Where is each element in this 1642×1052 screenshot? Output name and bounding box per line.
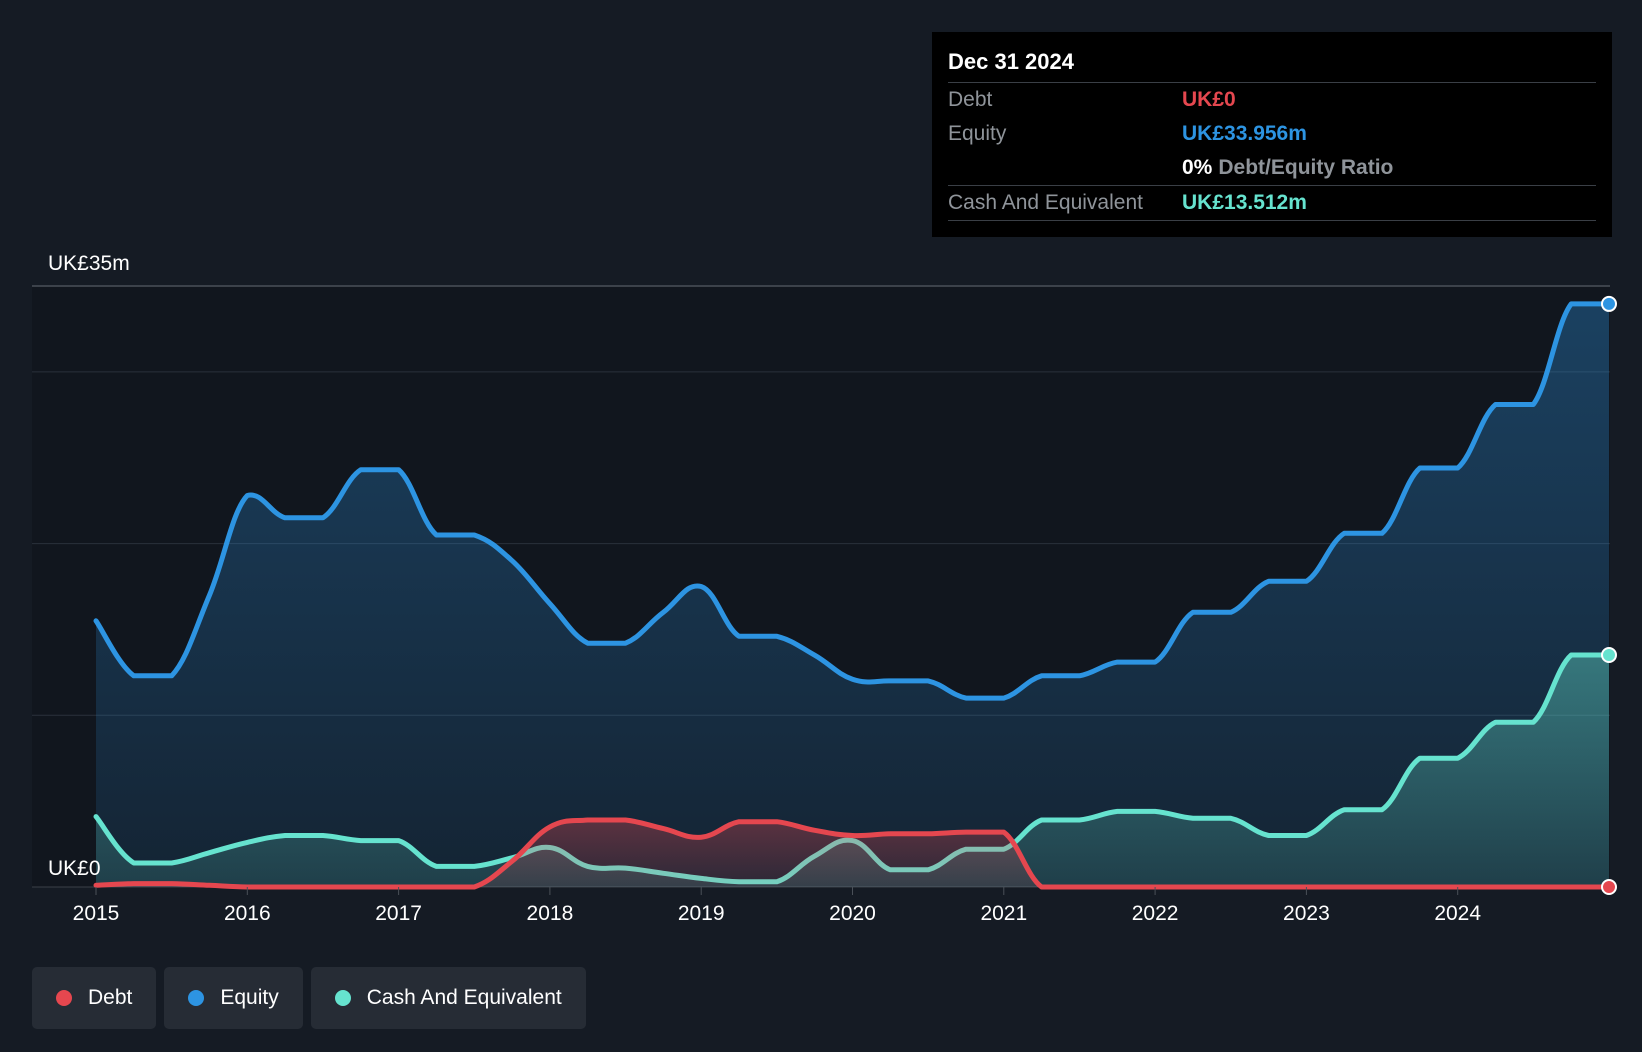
tooltip-debt-value: UK£0: [1182, 88, 1236, 111]
end-marker-cash: [1601, 646, 1617, 663]
area-debt: [96, 820, 1609, 887]
legend-label-debt: Debt: [88, 986, 133, 1009]
cash-dot-icon: [334, 990, 351, 1006]
tooltip-row-debt: Debt UK£0: [948, 83, 1596, 117]
end-markers: [1601, 295, 1617, 895]
y-axis-top-label: UK£35m: [48, 252, 130, 275]
tooltip-ratio-label: [948, 151, 1182, 185]
x-tick-label-2020: 2020: [829, 902, 876, 925]
y-axis-bottom-label: UK£0: [48, 857, 101, 880]
area-equity: [96, 303, 1609, 887]
tooltip-row-cash: Cash And Equivalent UK£13.512m: [948, 186, 1596, 221]
tooltip-cash-label: Cash And Equivalent: [948, 191, 1143, 214]
x-axis-ticks: 2015 2016 2017 2018 2019 2020 2021 2022 2023 2024: [73, 887, 1481, 925]
area-cash: [96, 655, 1609, 887]
legend-item-debt[interactable]: Debt: [32, 967, 157, 1029]
chart-legend: Debt Equity Cash And Equivalent: [32, 967, 586, 1029]
equity-dot-icon: [188, 990, 205, 1006]
x-tick-label-2017: 2017: [375, 902, 422, 925]
debt-dot-icon: [56, 990, 72, 1006]
hover-tooltip: Dec 31 2024 Debt UK£0 Equity UK£33.956m …: [932, 32, 1612, 237]
tooltip-debt-label: Debt: [948, 88, 993, 111]
tooltip-row-equity: Equity UK£33.956m: [948, 117, 1596, 151]
legend-label-cash: Cash And Equivalent: [366, 986, 562, 1009]
tooltip-equity-value: UK£33.956m: [1182, 122, 1307, 145]
x-tick-label-2024: 2024: [1434, 902, 1481, 925]
series-layer: [93, 301, 1612, 890]
x-tick-label-2021: 2021: [980, 902, 1027, 925]
x-tick-label-2023: 2023: [1283, 902, 1330, 925]
x-tick-label-2016: 2016: [224, 902, 271, 925]
tooltip-equity-label: Equity: [948, 122, 1007, 145]
line-debt: [93, 817, 1612, 890]
tooltip-date: Dec 31 2024: [948, 46, 1596, 83]
x-tick-label-2022: 2022: [1132, 902, 1179, 925]
legend-item-equity[interactable]: Equity: [164, 967, 303, 1029]
x-tick-label-2015: 2015: [73, 902, 120, 925]
tooltip-ratio-suffix: Debt/Equity Ratio: [1218, 156, 1394, 179]
tooltip-cash-value: UK£13.512m: [1182, 191, 1307, 214]
x-tick-label-2019: 2019: [678, 902, 725, 925]
end-marker-equity: [1601, 295, 1617, 312]
tooltip-ratio-value: 0%: [1182, 156, 1213, 179]
line-equity: [93, 301, 1612, 701]
tooltip-row-ratio: 0% Debt/Equity Ratio: [948, 151, 1596, 186]
end-marker-debt: [1601, 879, 1617, 895]
legend-label-equity: Equity: [220, 986, 279, 1009]
legend-item-cash[interactable]: Cash And Equivalent: [310, 967, 586, 1029]
x-tick-label-2018: 2018: [527, 902, 574, 925]
